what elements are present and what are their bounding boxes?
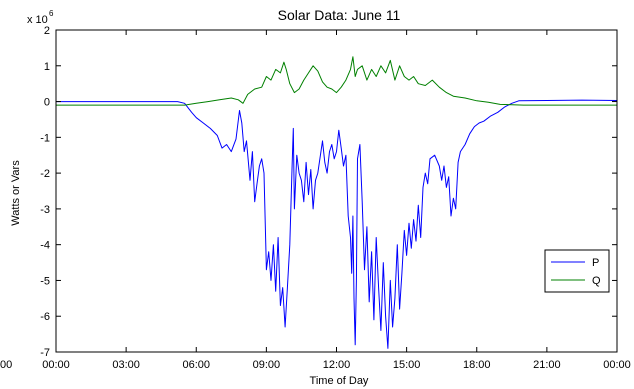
series-line-p [56,99,618,349]
y-axis-label: Watts or Vars [10,160,22,226]
chart-title: Solar Data: June 11 [278,7,401,23]
y-axis: 2 1 0 -1 -2 -3 -4 -5 -6 -7 [40,25,617,359]
y-multiplier-exponent: 6 [49,9,54,18]
x-axis: 00:00 03:00 06:00 09:00 12:00 15:00 18:00 21:00… [42,30,631,371]
x-tick-label: 06:00 [182,359,210,371]
x-tick-label: 21:00 [533,359,561,371]
y-tick-label: -6 [40,311,50,323]
x-tick-label: 15:00 [393,359,421,371]
x-tick-label: 00:00 [603,359,631,371]
clipped-left-tick-label: 00 [0,359,12,371]
y-tick-label: -5 [40,275,50,287]
y-tick-label: -2 [40,168,50,180]
y-multiplier-base: x 10 [27,14,48,26]
y-tick-label: 1 [44,61,50,73]
y-tick-label: -1 [40,132,50,144]
legend-label-q: Q [592,275,601,287]
series-line-q [56,56,617,106]
y-tick-label: -7 [40,347,50,359]
x-tick-label: 12:00 [323,359,351,371]
y-tick-label: 2 [44,25,50,37]
x-tick-label: 00:00 [42,359,70,371]
y-tick-label: -4 [40,240,50,252]
x-tick-label: 03:00 [112,359,140,371]
legend-label-p: P [592,257,599,269]
legend-box [544,249,610,293]
y-multiplier-label: x 10 6 [27,9,54,26]
legend: PQ [544,249,610,293]
x-tick-label: 09:00 [253,359,281,371]
x-axis-label: Time of Day [310,375,369,387]
y-tick-label: -3 [40,204,50,216]
x-tick-label: 18:00 [463,359,491,371]
y-tick-label: 0 [44,97,50,109]
